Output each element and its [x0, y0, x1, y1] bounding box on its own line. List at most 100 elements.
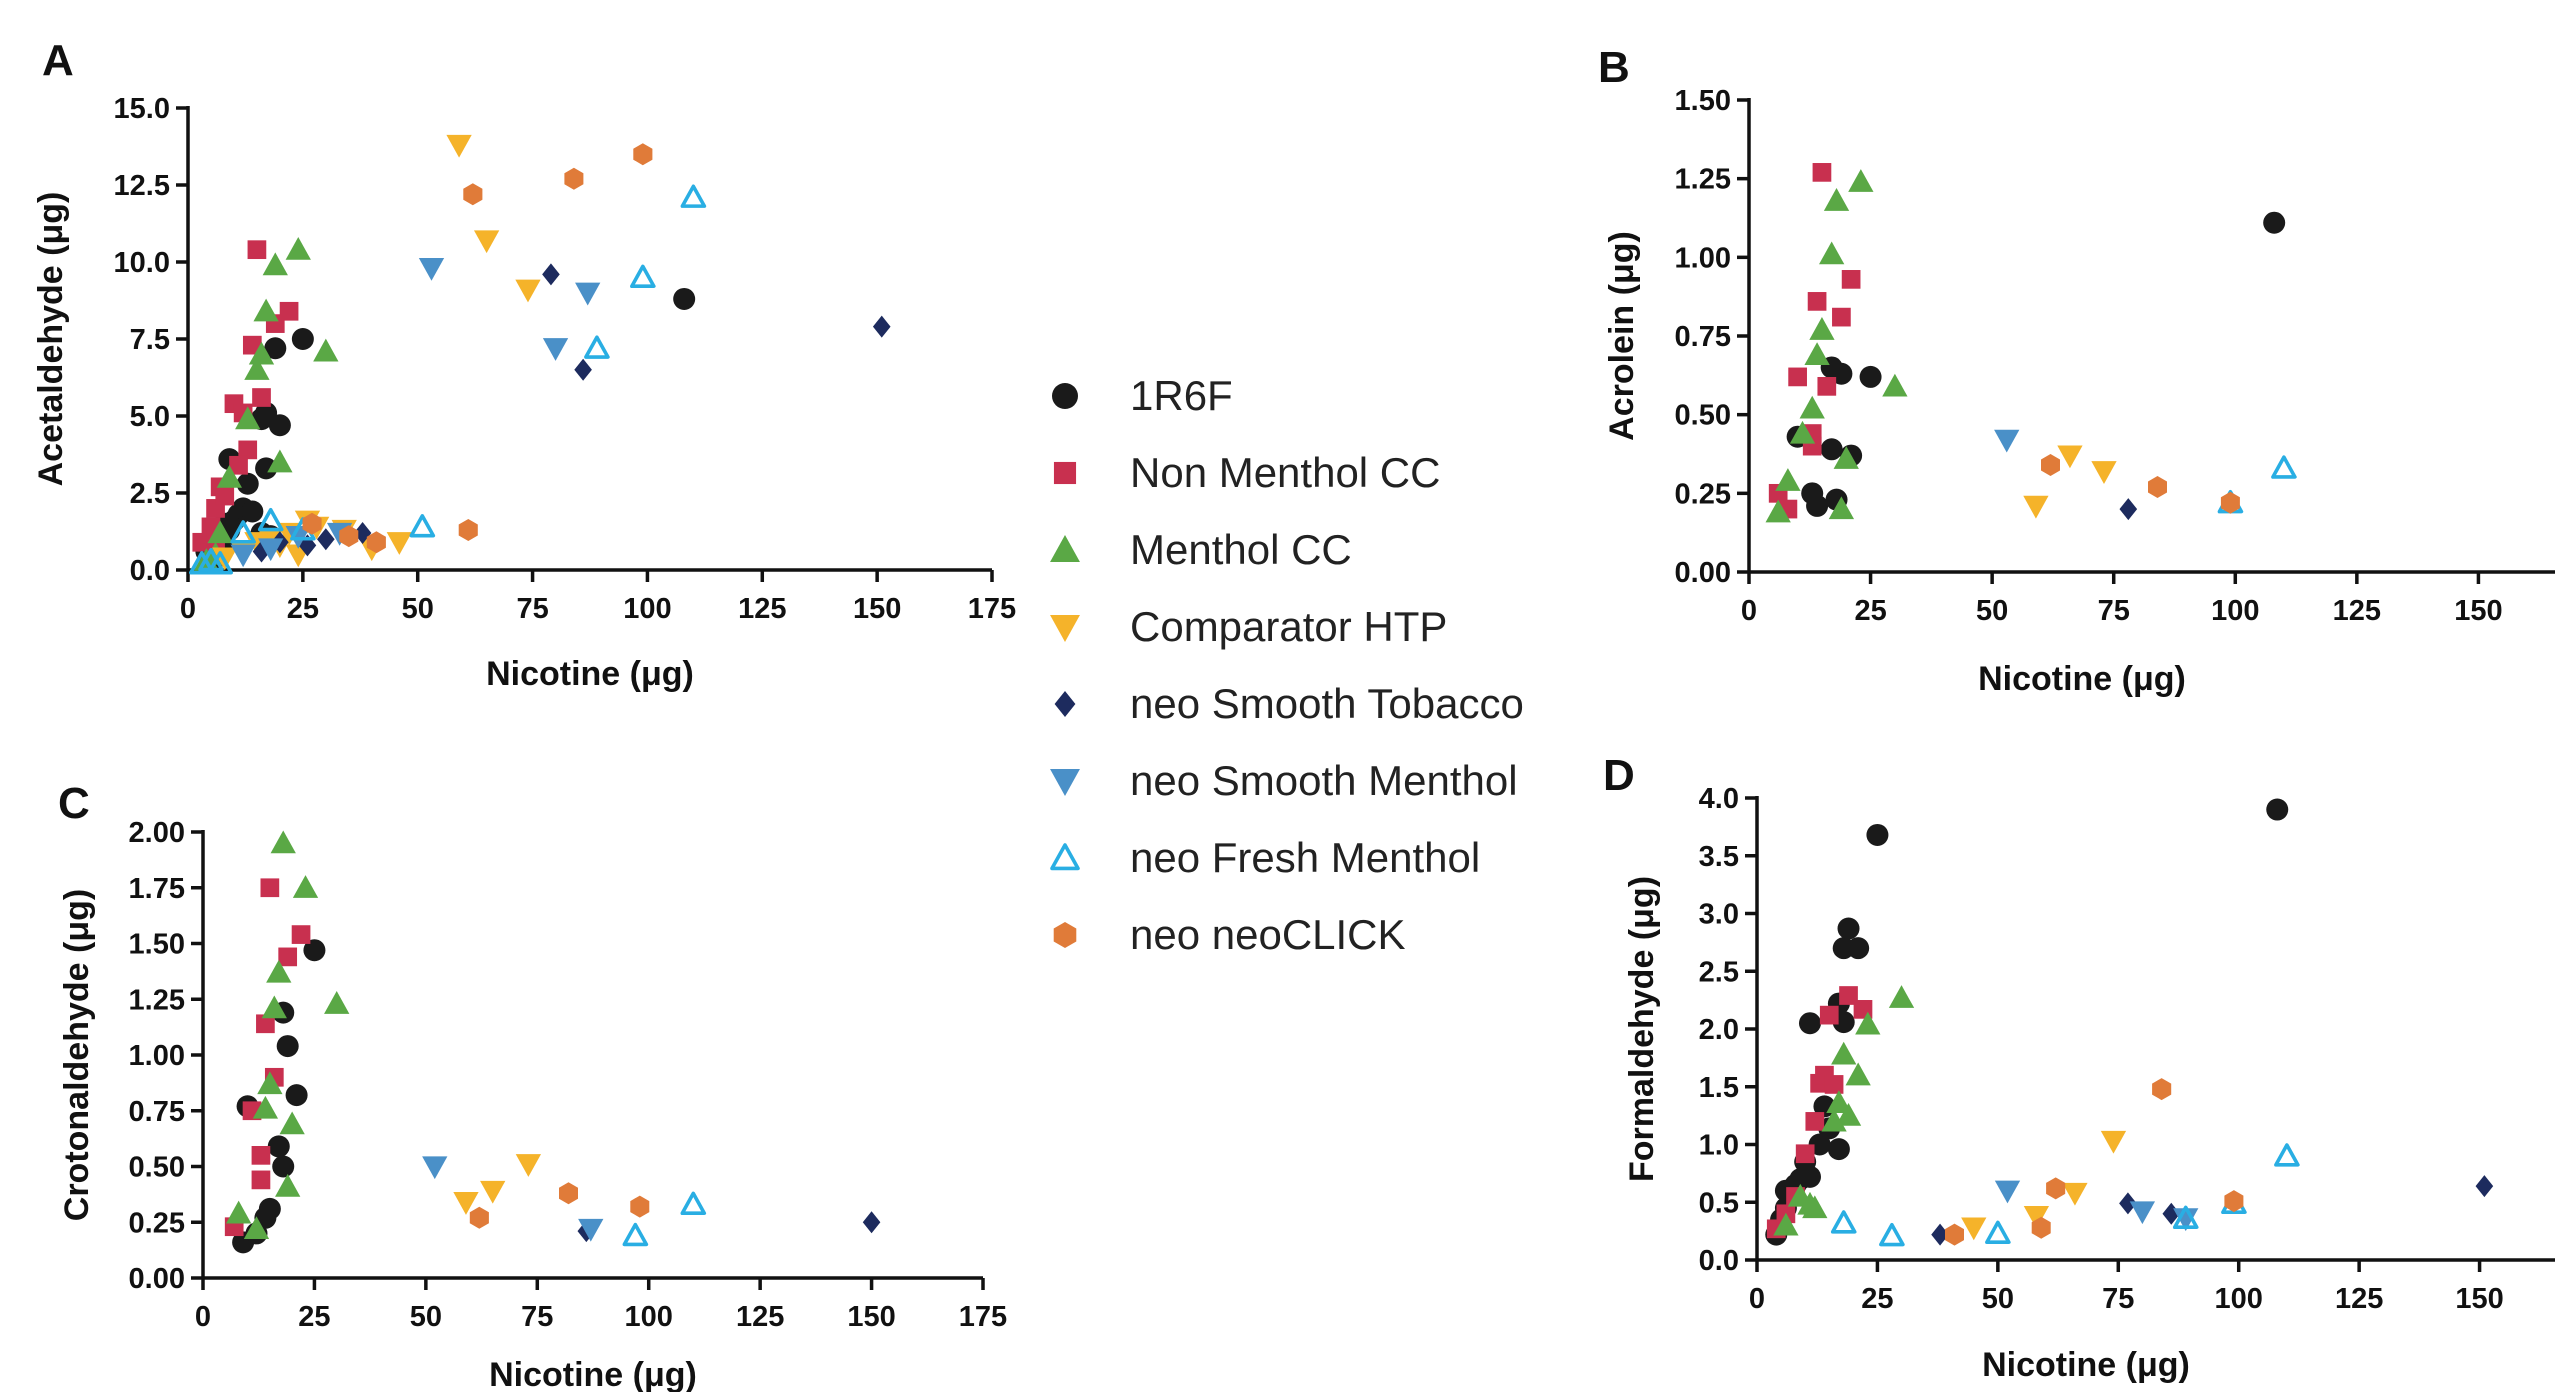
panel-d-point-nst	[2475, 1175, 2494, 1198]
panel-c-point-1r6f	[272, 1155, 295, 1178]
panel-c-point-mcc	[257, 1071, 283, 1095]
legend-label-menthol-cc: Menthol CC	[1130, 526, 1352, 573]
panel-a-point-mcc	[253, 298, 279, 322]
panel-a-point-nfm	[188, 551, 215, 575]
panel-c-point-1r6f	[276, 1035, 299, 1058]
panel-b-point-mcc	[1799, 395, 1825, 419]
panel-a-point-nmcc	[238, 440, 258, 460]
panel-b-point-mcc	[1828, 496, 1855, 520]
panel-c-point-nst	[862, 1211, 881, 1234]
panel-c-y-axis-title: Crotonaldehyde (μg)	[58, 889, 96, 1221]
legend-label-neo-smooth-tobacco: neo Smooth Tobacco	[1130, 680, 1524, 727]
panel-a-point-mcc	[248, 341, 275, 365]
panel-a-point-nst	[872, 315, 891, 338]
panel-b-point-mcc	[1809, 317, 1835, 340]
panel-c-y-tick-label: 1.25	[129, 984, 185, 1016]
legend-item-neo-neoclick: neo neoCLICK	[1053, 911, 1406, 958]
panel-a-point-nmcc	[279, 301, 299, 321]
panel-a-point-1r6f	[264, 337, 287, 360]
panel-c-point-1r6f	[285, 1084, 308, 1107]
panel-c-x-tick-label: 150	[847, 1301, 895, 1333]
panel-c-y-tick-label: 1.00	[129, 1040, 185, 1072]
legend-marker-nst	[1054, 691, 1076, 717]
panel-a-point-nsm	[258, 538, 284, 562]
panel-a-point-ncl	[302, 512, 322, 535]
panel-c-point-nsm	[422, 1156, 448, 1180]
panel-d-x-tick-label: 0	[1749, 1283, 1765, 1315]
legend-marker-nfm	[1050, 843, 1080, 871]
panel-c-point-1r6f	[303, 939, 326, 962]
panel-b-x-tick-label: 50	[1976, 595, 2008, 627]
panel-d-point-mcc	[1835, 1102, 1862, 1126]
panel-a-axes: 0 25 50 75 100 125 150 175 0.0 2.5 5.0 7.5 10.0 12.5 1…	[114, 93, 1017, 625]
panel-d-axes: 02550751001251501750.00.51.01.52.02.53.0…	[1699, 783, 2555, 1315]
panel-b-x-tick-label: 100	[2211, 595, 2259, 627]
panel-d-point-nmcc	[1795, 1144, 1815, 1164]
panel-a-point-ncl	[339, 525, 359, 548]
panel-b-point-nst	[2119, 498, 2138, 521]
panel-d-point-ncl	[2224, 1190, 2244, 1213]
panel-c-point-ncl	[630, 1195, 650, 1218]
panel-a-x-tick-label: 0	[180, 593, 196, 625]
panel-a-point-htp	[473, 230, 500, 254]
panel-c-x-tick-label: 25	[298, 1301, 330, 1333]
panel-a-point-1r6f	[268, 414, 291, 437]
panel-d-point-mcc	[1821, 1108, 1847, 1132]
panel-a-x-tick-label: 50	[402, 593, 434, 625]
panel-b-point-htp	[2091, 461, 2117, 484]
panel-a-point-ncl	[463, 183, 483, 206]
legend-item-neo-smooth-tobacco: neo Smooth Tobacco	[1054, 680, 1524, 727]
panel-d-point-ncl	[2031, 1216, 2051, 1239]
panel-a-x-tick-label: 150	[853, 593, 901, 625]
panel-d-x-tick-label: 100	[2215, 1283, 2263, 1315]
panel-d-point-1r6f	[1837, 917, 1860, 940]
legend-marker-nsm	[1050, 769, 1080, 796]
panel-a-point-1r6f	[291, 328, 314, 350]
panel-b-point-ncl	[2220, 491, 2240, 514]
panel-c-point-1r6f	[267, 1135, 290, 1158]
panel-a-y-axis-title: Acetaldehyde (μg)	[32, 192, 70, 487]
panel-d-point-nfm	[1879, 1222, 1905, 1247]
panel-b-point-nmcc	[1788, 367, 1807, 387]
panel-b: B 02550751001251501750.000.250.500.751.0…	[1598, 43, 2555, 698]
panel-a-point-nfm	[409, 514, 436, 538]
panel-d-y-tick-label: 0.5	[1699, 1187, 1739, 1219]
panel-a-point-ncl	[564, 167, 584, 190]
panel-c-x-axis-title: Nicotine (μg)	[489, 1356, 697, 1392]
panel-a-point-ncl	[366, 531, 386, 554]
panel-a-point-nsm	[542, 338, 569, 361]
panel-c-x-tick-label: 125	[736, 1301, 784, 1333]
panel-d-y-tick-label: 0.0	[1699, 1245, 1739, 1277]
panel-a-point-htp	[515, 279, 541, 303]
panel-c-point-mcc	[226, 1200, 252, 1224]
panel-d-x-tick-label: 25	[1861, 1283, 1893, 1315]
panel-c-y-tick-label: 0.75	[129, 1096, 185, 1128]
panel-a-point-nfm	[584, 335, 610, 359]
panel-d-point-nmcc	[1824, 1075, 1844, 1094]
panel-c-point-htp	[480, 1180, 506, 1204]
panel-a-point-mcc	[207, 520, 233, 544]
panel-c-y-tick-label: 2.00	[129, 817, 185, 849]
panel-c-y-tick-label: 0.00	[129, 1263, 185, 1295]
panel-b-point-1r6f	[2263, 211, 2286, 234]
panel-d-y-tick-label: 3.5	[1699, 841, 1739, 873]
panel-d-point-1r6f	[2266, 798, 2289, 821]
panel-a-point-nfm	[257, 507, 284, 532]
panel-c-y-tick-label: 1.50	[129, 929, 185, 961]
panel-d-point-nst	[2119, 1192, 2137, 1215]
panel-c-point-mcc	[292, 875, 319, 898]
panel-c-point-nsm	[578, 1218, 604, 1242]
panel-a-marks	[188, 134, 891, 575]
panel-c-point-mcc	[270, 830, 296, 854]
panel-c-point-nmcc	[251, 1170, 271, 1190]
panel-c-point-htp	[453, 1192, 479, 1215]
panel-b-point-mcc	[1819, 241, 1845, 265]
panel-a-point-htp	[386, 532, 412, 555]
panel-b-y-tick-label: 1.50	[1675, 85, 1731, 117]
panel-b-x-tick-label: 25	[1854, 595, 1886, 627]
panel-d-point-htp	[2062, 1182, 2088, 1206]
panel-a-point-mcc	[244, 357, 270, 380]
panel-a-point-nmcc	[247, 240, 267, 260]
panel-d: D 02550751001251501750.00.51.01.52.02.53…	[1603, 751, 2555, 1384]
